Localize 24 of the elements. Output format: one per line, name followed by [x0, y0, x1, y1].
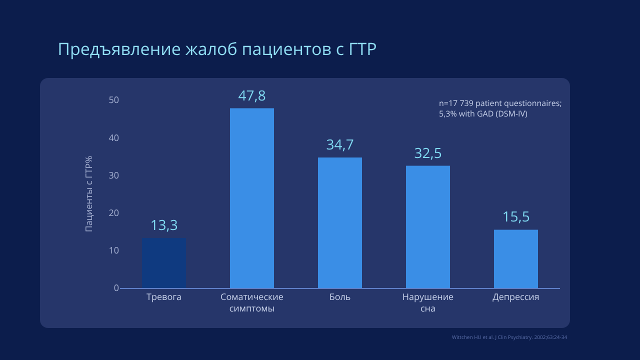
- y-axis-title: Пациенты с ГТР%: [82, 156, 95, 232]
- data-label: 32,5: [414, 144, 442, 163]
- x-tick-label: Соматические симптомы: [220, 290, 284, 314]
- x-tick-label: Боль: [329, 290, 351, 303]
- data-label: 34,7: [326, 136, 354, 155]
- annotation: n=17 739 patient questionnaires; 5,3% with GAD (DSM-IV): [439, 98, 562, 120]
- bar: [230, 108, 274, 288]
- chart-title: Предъявление жалоб пациентов с ГТР: [58, 37, 377, 60]
- data-label: 13,3: [150, 216, 178, 235]
- bar: [142, 238, 186, 288]
- y-tick-label: 20: [108, 206, 119, 219]
- x-tick-label: Тревога: [146, 290, 182, 303]
- bar: [406, 166, 450, 288]
- data-label: 47,8: [238, 86, 266, 106]
- data-label: 15,5: [502, 208, 530, 227]
- y-tick-label: 30: [108, 168, 119, 182]
- x-tick-label: Депрессия: [492, 290, 540, 303]
- y-tick-label: 50: [108, 93, 119, 106]
- y-tick-label: 0: [114, 281, 119, 294]
- y-tick-label: 40: [108, 130, 119, 144]
- x-tick-label: Нарушение сна: [402, 290, 454, 314]
- bar: [318, 158, 362, 288]
- bar: [494, 230, 538, 288]
- y-tick-label: 10: [108, 244, 119, 257]
